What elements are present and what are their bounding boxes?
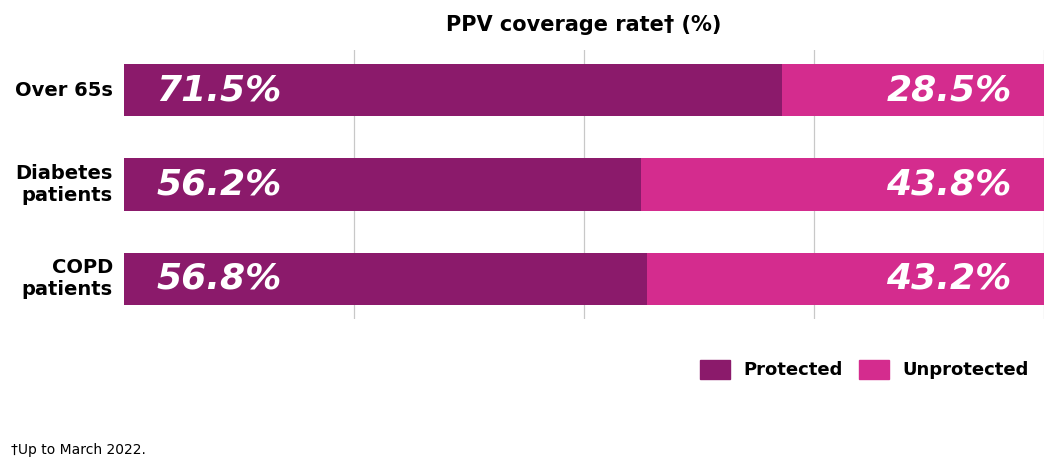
- Legend: Protected, Unprotected: Protected, Unprotected: [694, 353, 1036, 386]
- Bar: [647, 253, 1044, 305]
- Text: 43.2%: 43.2%: [886, 262, 1011, 296]
- Bar: [782, 64, 1044, 116]
- Bar: [641, 158, 1044, 211]
- Bar: [124, 64, 782, 116]
- Text: 56.2%: 56.2%: [156, 168, 282, 201]
- Text: 71.5%: 71.5%: [156, 73, 282, 107]
- Text: 56.8%: 56.8%: [156, 262, 282, 296]
- Title: PPV coverage rate† (%): PPV coverage rate† (%): [446, 15, 721, 35]
- Bar: [124, 253, 647, 305]
- Text: †Up to March 2022.: †Up to March 2022.: [11, 444, 145, 457]
- Text: 28.5%: 28.5%: [886, 73, 1011, 107]
- Bar: [124, 158, 641, 211]
- Text: 43.8%: 43.8%: [886, 168, 1011, 201]
